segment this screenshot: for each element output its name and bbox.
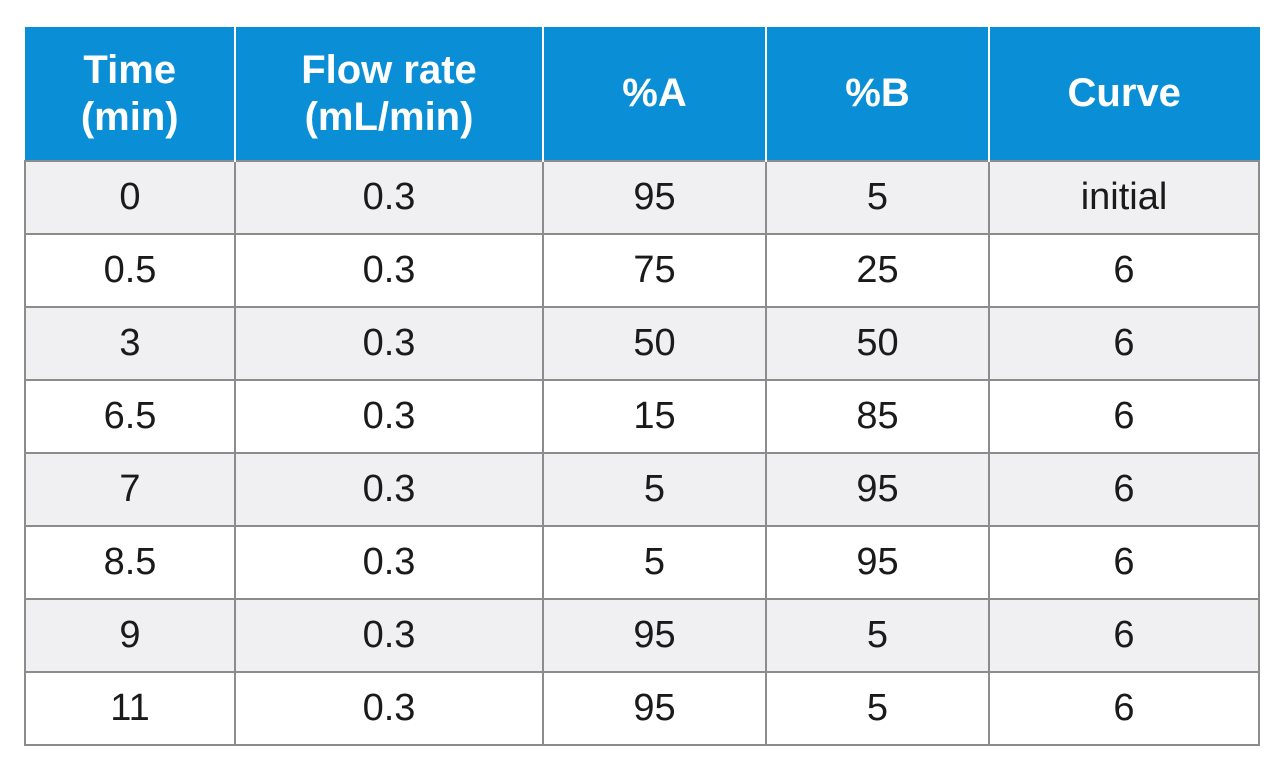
cell-flow-rate: 0.3	[234, 671, 544, 746]
cell-percent-a: 5	[542, 525, 767, 600]
table-row: 9 0.3 95 5 6	[24, 598, 1260, 673]
cell-curve: 6	[988, 233, 1260, 308]
cell-flow-rate: 0.3	[234, 379, 544, 454]
header-time-line2: (min)	[80, 94, 179, 139]
header-row: Time (min) Flow rate (mL/min) %A %B Curv…	[24, 27, 1260, 161]
cell-curve: 6	[988, 671, 1260, 746]
header-curve-label: Curve	[1067, 71, 1181, 115]
cell-percent-a: 15	[542, 379, 767, 454]
cell-time: 8.5	[24, 525, 236, 600]
cell-percent-b: 25	[765, 233, 990, 308]
cell-percent-b: 5	[765, 598, 990, 673]
cell-flow-rate: 0.3	[234, 525, 544, 600]
cell-time: 0	[24, 160, 236, 235]
table-row: 8.5 0.3 5 95 6	[24, 525, 1260, 600]
cell-flow-rate: 0.3	[234, 160, 544, 235]
cell-time: 0.5	[24, 233, 236, 308]
cell-percent-b: 5	[765, 671, 990, 746]
cell-time: 7	[24, 452, 236, 527]
table-row: 11 0.3 95 5 6	[24, 671, 1260, 746]
cell-percent-b: 95	[765, 452, 990, 527]
cell-percent-a: 75	[542, 233, 767, 308]
cell-flow-rate: 0.3	[234, 233, 544, 308]
header-flow-rate-line1: Flow rate	[301, 47, 477, 92]
cell-curve: 6	[988, 525, 1260, 600]
cell-curve: 6	[988, 598, 1260, 673]
cell-curve: 6	[988, 306, 1260, 381]
cell-percent-a: 95	[542, 598, 767, 673]
header-flow-rate-line2: (mL/min)	[304, 94, 474, 139]
cell-flow-rate: 0.3	[234, 306, 544, 381]
table-row: 7 0.3 5 95 6	[24, 452, 1260, 527]
header-percent-b: %B	[765, 27, 990, 161]
cell-flow-rate: 0.3	[234, 452, 544, 527]
cell-percent-b: 85	[765, 379, 990, 454]
header-time: Time (min)	[24, 27, 236, 161]
cell-percent-a: 5	[542, 452, 767, 527]
header-time-line1: Time	[83, 47, 177, 92]
cell-time: 11	[24, 671, 236, 746]
cell-time: 6.5	[24, 379, 236, 454]
header-flow-rate: Flow rate (mL/min)	[234, 27, 544, 161]
header-percent-b-label: %B	[845, 71, 910, 115]
cell-percent-a: 50	[542, 306, 767, 381]
table-row: 3 0.3 50 50 6	[24, 306, 1260, 381]
cell-percent-b: 50	[765, 306, 990, 381]
cell-flow-rate: 0.3	[234, 598, 544, 673]
cell-percent-a: 95	[542, 160, 767, 235]
gradient-table-container: Time (min) Flow rate (mL/min) %A %B Curv…	[24, 27, 1260, 746]
cell-percent-a: 95	[542, 671, 767, 746]
table-row: 0 0.3 95 5 initial	[24, 160, 1260, 235]
header-percent-a-label: %A	[622, 71, 687, 115]
header-percent-a: %A	[542, 27, 767, 161]
cell-curve: initial	[988, 160, 1260, 235]
header-curve: Curve	[988, 27, 1260, 161]
cell-percent-b: 5	[765, 160, 990, 235]
table-row: 0.5 0.3 75 25 6	[24, 233, 1260, 308]
table-row: 6.5 0.3 15 85 6	[24, 379, 1260, 454]
cell-curve: 6	[988, 379, 1260, 454]
cell-percent-b: 95	[765, 525, 990, 600]
cell-time: 3	[24, 306, 236, 381]
gradient-table: Time (min) Flow rate (mL/min) %A %B Curv…	[24, 27, 1260, 746]
cell-time: 9	[24, 598, 236, 673]
cell-curve: 6	[988, 452, 1260, 527]
